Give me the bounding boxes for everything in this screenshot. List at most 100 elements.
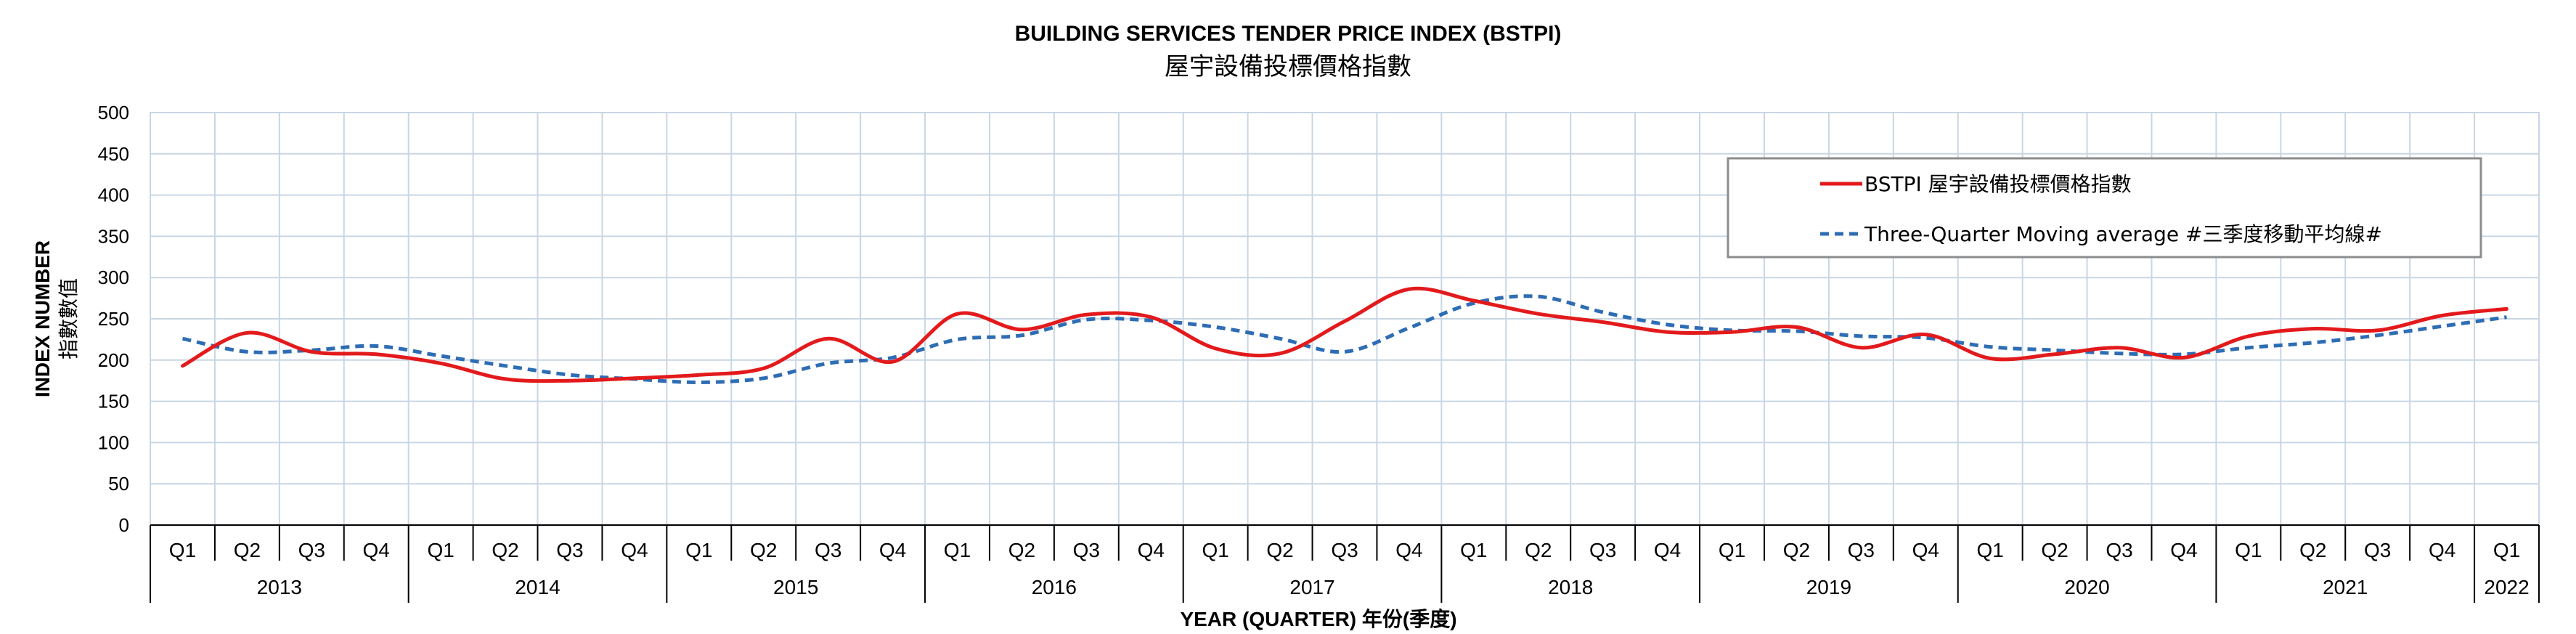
data-point-bstpi	[568, 380, 571, 382]
data-point-moving-average	[505, 365, 507, 367]
data-point-moving-average	[2119, 352, 2121, 354]
x-tick-label: Q4	[1138, 539, 1165, 561]
data-point-moving-average	[1344, 351, 1346, 353]
data-point-moving-average	[698, 381, 700, 383]
data-point-bstpi	[762, 367, 765, 370]
data-point-bstpi	[1472, 300, 1475, 302]
x-tick-label: Q3	[1848, 539, 1875, 561]
data-point-moving-average	[2506, 316, 2508, 318]
data-point-bstpi	[1860, 346, 1862, 349]
x-tick-label: Q3	[1073, 539, 1100, 561]
data-point-moving-average	[1085, 319, 1088, 321]
y-tick-label: 100	[98, 431, 129, 453]
data-point-moving-average	[1989, 346, 1992, 348]
data-point-moving-average	[762, 377, 765, 379]
x-tick-label: Q4	[2429, 539, 2455, 561]
data-point-bstpi	[1408, 288, 1410, 290]
data-point-bstpi	[1085, 314, 1088, 316]
data-point-bstpi	[311, 351, 313, 353]
chart-subtitle: 屋宇設備投標價格指數	[1165, 52, 1411, 81]
x-axis-label: YEAR (QUARTER) 年份(季度)	[1180, 607, 1456, 630]
data-point-bstpi	[2441, 314, 2443, 317]
data-point-bstpi	[1925, 333, 1927, 336]
x-tick-label: Q4	[1395, 539, 1422, 561]
y-axis-label: INDEX NUMBER	[31, 240, 54, 397]
x-tick-label: Q1	[944, 539, 971, 561]
x-tick-label: Q4	[621, 539, 648, 561]
x-tick-label: Q2	[492, 539, 518, 561]
data-point-bstpi	[2182, 357, 2185, 359]
data-point-moving-average	[2247, 346, 2249, 349]
data-point-bstpi	[182, 365, 184, 367]
data-point-bstpi	[1279, 352, 1281, 354]
x-tick-label: Q2	[1783, 539, 1810, 561]
x-tick-label: Q1	[1977, 539, 2004, 561]
data-point-moving-average	[827, 362, 829, 365]
data-point-bstpi	[892, 361, 894, 363]
x-tick-label: Q1	[1719, 539, 1745, 561]
year-label: 2014	[515, 576, 560, 598]
data-point-moving-average	[440, 355, 442, 357]
data-point-moving-average	[1666, 323, 1668, 325]
x-tick-label: Q3	[556, 539, 583, 561]
legend-label-bstpi: BSTPI 屋宇設備投標價格指數	[1864, 172, 2132, 196]
data-point-bstpi	[2119, 346, 2121, 349]
y-tick-label: 150	[98, 391, 129, 412]
data-point-bstpi	[698, 374, 700, 376]
year-label: 2017	[1289, 576, 1334, 598]
series-line-bstpi	[181, 286, 2508, 383]
y-tick-label: 400	[98, 184, 129, 206]
x-tick-label: Q2	[1525, 539, 1552, 561]
year-label: 2022	[2484, 576, 2529, 598]
y-axis-label-cn: 指數數值	[57, 278, 81, 359]
x-tick-label: Q2	[2299, 539, 2326, 561]
y-tick-label: 450	[98, 143, 129, 165]
data-point-moving-average	[182, 338, 184, 340]
x-axis-years: 2013 2014 2015 2016 2017 2018 2019 2020 2021 2022	[150, 561, 2540, 603]
data-point-moving-average	[568, 374, 571, 376]
x-tick-label: Q4	[2170, 539, 2197, 561]
legend-label-moving-average: Three-Quarter Moving average #三季度移動平均線#	[1864, 222, 2382, 246]
data-point-moving-average	[375, 345, 378, 347]
x-tick-label: Q2	[234, 539, 261, 561]
x-tick-label: Q1	[685, 539, 712, 561]
y-axis-label-en: INDEX NUMBER	[31, 240, 54, 397]
data-point-bstpi	[2506, 308, 2508, 310]
data-point-moving-average	[1150, 320, 1152, 322]
y-tick-label: 50	[108, 473, 129, 495]
data-point-bstpi	[633, 377, 635, 379]
x-tick-label: Q2	[1266, 539, 1293, 561]
year-label: 2016	[1032, 576, 1077, 598]
year-label: 2019	[1806, 576, 1851, 598]
x-tick-label: Q4	[879, 539, 906, 561]
x-tick-label: Q3	[298, 539, 325, 561]
legend: BSTPI 屋宇設備投標價格指數 Three-Quarter Moving av…	[1727, 157, 2482, 259]
data-point-moving-average	[1602, 311, 1604, 313]
data-point-moving-average	[2441, 325, 2443, 328]
data-point-bstpi	[1989, 357, 1992, 359]
data-point-bstpi	[1150, 316, 1152, 318]
x-tick-label: Q1	[2493, 539, 2520, 561]
y-tick-label: 250	[98, 308, 129, 330]
year-label: 2015	[773, 576, 818, 598]
data-point-bstpi	[1666, 331, 1668, 333]
data-point-bstpi	[505, 378, 507, 380]
y-tick-label: 0	[119, 514, 129, 536]
year-label: 2020	[2064, 576, 2109, 598]
year-label: 2013	[257, 576, 302, 598]
chart-title: BUILDING SERVICES TENDER PRICE INDEX (BS…	[1015, 22, 1562, 46]
x-tick-label: Q1	[427, 539, 454, 561]
y-tick-label: 200	[98, 349, 129, 371]
data-point-moving-average	[1537, 296, 1539, 298]
x-tick-label: Q2	[750, 539, 777, 561]
data-point-bstpi	[246, 332, 248, 334]
year-label: 2021	[2323, 576, 2368, 598]
data-point-bstpi	[2247, 335, 2249, 337]
year-label: 2018	[1548, 576, 1593, 598]
data-point-moving-average	[1796, 330, 1798, 333]
y-axis-label-cn-group: 指數數值	[57, 278, 81, 359]
x-tick-label: Q3	[1589, 539, 1616, 561]
data-point-moving-average	[246, 351, 248, 353]
data-point-bstpi	[2054, 353, 2056, 355]
